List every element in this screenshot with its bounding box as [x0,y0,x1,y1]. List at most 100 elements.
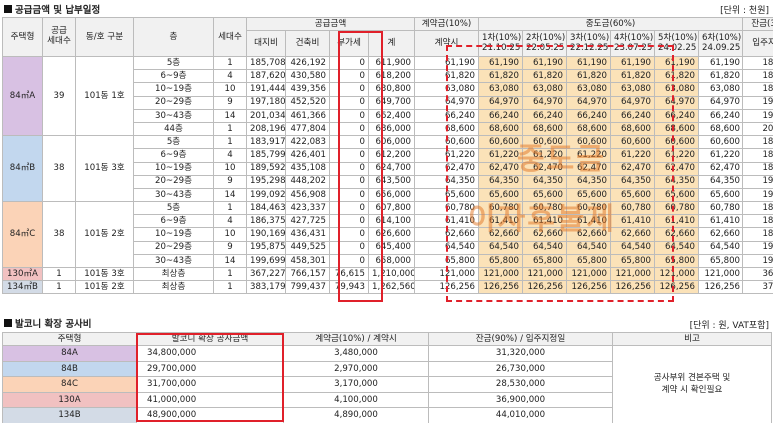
installment-1-cell: 68,600 [478,121,524,137]
units-cell: 10 [213,82,247,97]
units-cell: 4 [213,148,247,163]
vat-cell: 0 [329,253,369,269]
installment-3-cell: 61,410 [566,214,612,229]
balcony-type-cell: 84C [2,376,137,393]
vat-cell: 79,943 [329,280,369,295]
installment-5-cell: 61,820 [654,69,700,84]
contract-cell: 63,080 [414,82,480,97]
balcony-contract-cell: 3,170,000 [283,376,429,393]
build-cost-cell: 458,301 [285,253,330,269]
balance-cell: 184,230 [742,214,773,229]
vat-cell: 0 [329,214,369,229]
section2-heading: 발코니 확장 공사비 [4,316,92,330]
units-cell: 10 [213,161,247,176]
installment-5-cell: 62,660 [654,227,700,242]
installment-1-cell: 60,780 [478,201,524,216]
total-cell: 611,900 [367,55,416,71]
floor-cell: 최상층 [133,266,214,282]
total-cell: 1,210,000 [367,266,416,282]
installment-2-cell: 61,190 [522,55,568,71]
bullet-square-icon [4,5,12,13]
total-cell: 649,700 [367,95,416,110]
contract-cell: 65,600 [414,187,480,203]
table-row: 10~19층 10 190,169 436,431 0 626,600 62,660 62,6… [3,227,773,242]
units-cell: 1 [213,266,247,282]
balance-cell: 185,460 [742,69,773,84]
installment-1-cell: 61,410 [478,214,524,229]
header-installment-5: 5차(10%) 24.02.25 [654,30,700,57]
header-installment-3: 3차(10%) 22.12.25 [566,30,612,57]
installment-3-cell: 64,540 [566,240,612,255]
balance-cell: 183,570 [742,55,773,71]
installment-6-cell: 65,800 [698,253,744,269]
installment-4-cell: 126,256 [610,280,656,295]
installment-2-cell: 60,600 [522,135,568,150]
vat-cell: 0 [329,95,369,110]
bullet-square-icon [4,319,12,327]
installment-6-cell: 60,780 [698,201,744,216]
build-cost-cell: 452,520 [285,95,330,110]
land-cost-cell: 186,375 [246,214,286,229]
contract-cell: 61,410 [414,214,480,229]
units-cell: 1 [213,55,247,71]
build-cost-cell: 436,431 [285,227,330,242]
installment-6-cell: 68,600 [698,121,744,137]
contract-cell: 60,780 [414,201,480,216]
unit-type-cell: 84㎡A [2,55,43,137]
installment-4-cell: 61,820 [610,69,656,84]
balance-cell: 205,800 [742,121,773,137]
units-cell: 1 [213,201,247,216]
land-cost-cell: 189,592 [246,161,286,176]
land-cost-cell: 183,917 [246,135,286,150]
floor-cell: 10~19층 [133,227,214,242]
installment-3-cell: 63,080 [566,82,612,97]
balcony-balance-cell: 26,730,000 [428,360,613,378]
installment-4-cell: 66,240 [610,108,656,123]
installment-1-cell: 66,240 [478,108,524,123]
vat-cell: 0 [329,69,369,84]
vat-cell: 0 [329,82,369,97]
installment-3-cell: 62,470 [566,161,612,176]
floor-cell: 10~19층 [133,82,214,97]
vat-cell: 0 [329,135,369,150]
installment-2-cell: 68,600 [522,121,568,137]
units-cell: 14 [213,253,247,269]
balcony-contract-cell: 4,890,000 [283,407,429,423]
installment-6-cell: 62,660 [698,227,744,242]
installment-6-cell: 60,600 [698,135,744,150]
floor-cell: 6~9층 [133,148,214,163]
installment-5-cell: 68,600 [654,121,700,137]
floor-cell: 6~9층 [133,69,214,84]
land-cost-cell: 197,180 [246,95,286,110]
land-cost-cell: 367,227 [246,266,286,282]
section1-title: 공급금액 및 납부일정 [15,5,101,16]
units-cell: 14 [213,108,247,123]
households-cell: 38 [42,201,76,268]
vat-cell: 0 [329,240,369,255]
installment-1-cell: 64,350 [478,174,524,189]
balcony-contract-cell: 2,970,000 [283,360,429,378]
header-installment-1: 1차(10%) 21.10.25 [478,30,524,57]
balcony-type-cell: 84A [2,345,137,362]
section2-unit: [단위 : 원, VAT포함] [689,320,769,331]
units-cell: 10 [213,227,247,242]
installment-6-cell: 65,600 [698,187,744,203]
installment-5-cell: 62,470 [654,161,700,176]
installment-6-cell: 121,000 [698,266,744,282]
units-cell: 1 [213,280,247,295]
installment-5-cell: 121,000 [654,266,700,282]
installment-5-cell: 64,350 [654,174,700,189]
vat-cell: 0 [329,227,369,242]
balcony-type-cell: 134B [2,407,137,423]
balcony-note-cell: 공사부위 견본주택 및 계약 시 확인필요 [612,345,772,423]
installment-6-cell: 63,080 [698,82,744,97]
header-balance: 잔금(30%) [742,17,773,31]
installment-3-cell: 66,240 [566,108,612,123]
dong-cell: 101동 1호 [75,55,134,137]
contract-cell: 60,600 [414,135,480,150]
table-row: 84A 34,800,000 3,480,000 31,320,000 공사부위 견본주… [2,345,772,423]
vat-cell: 0 [329,148,369,163]
balance-cell: 196,800 [742,187,773,203]
installment-6-cell: 64,350 [698,174,744,189]
installment-3-cell: 60,780 [566,201,612,216]
